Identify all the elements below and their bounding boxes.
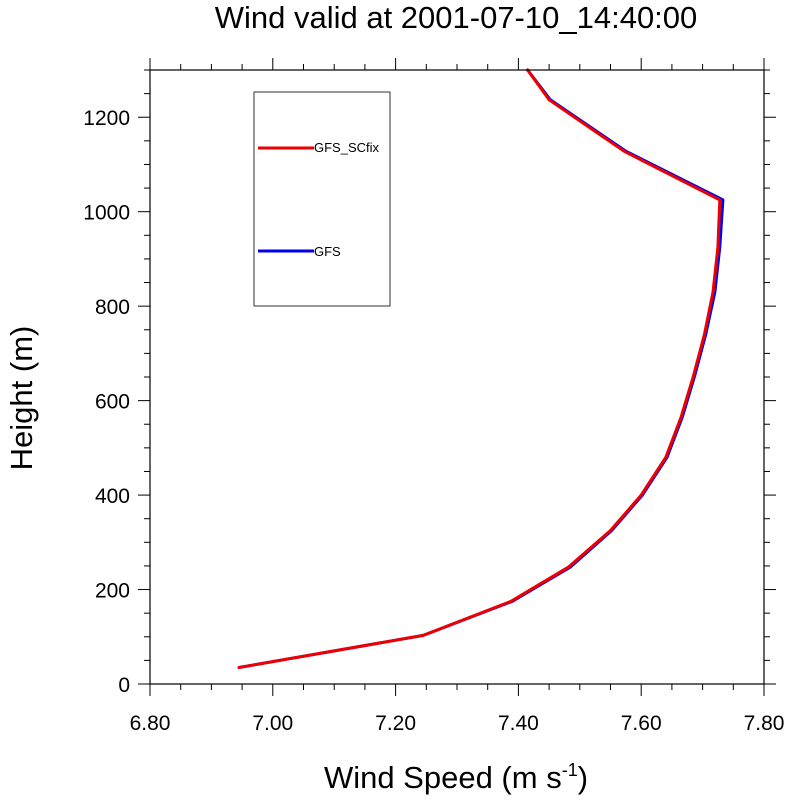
y-tick-label: 1200: [83, 107, 130, 130]
legend-label-gfs-scfix: GFS_SCfix: [314, 140, 380, 155]
plot-frame: [149, 69, 765, 685]
y-axis-title: Height (m): [4, 326, 39, 471]
x-axis-title: Wind Speed (m s-1): [324, 760, 588, 795]
series-layer: [237, 68, 725, 669]
x-tick-label: 7.40: [498, 712, 539, 735]
y-tick-label: 1000: [83, 202, 130, 225]
y-tick-labels: 0 200 400 600 800 1000 1200: [83, 107, 130, 697]
x-tick-labels: 6.80 7.00 7.20 7.40 7.60 7.80: [130, 712, 785, 735]
y-tick-label: 600: [95, 391, 130, 414]
x-tick-label: 7.60: [621, 712, 662, 735]
axis-ticks: [138, 58, 776, 696]
x-axis-title-main: Wind Speed (m s: [324, 760, 562, 795]
legend: GFS_SCfix GFS: [253, 91, 391, 307]
x-axis-title-superscript: -1: [562, 760, 578, 780]
x-tick-label: 6.80: [130, 712, 171, 735]
x-tick-label: 7.00: [252, 712, 293, 735]
chart-title: Wind valid at 2001-07-10_14:40:00: [215, 0, 698, 35]
series-line-gfs-scfix: [237, 68, 722, 669]
x-tick-label: 7.20: [375, 712, 416, 735]
x-tick-label: 7.80: [744, 712, 785, 735]
y-tick-label: 0: [118, 674, 130, 697]
y-tick-label: 200: [95, 580, 130, 603]
y-tick-label: 400: [95, 485, 130, 508]
legend-label-gfs: GFS: [314, 244, 341, 259]
y-tick-label: 800: [95, 296, 130, 319]
legend-box: [253, 91, 391, 307]
x-axis-title-suffix: ): [578, 760, 588, 795]
